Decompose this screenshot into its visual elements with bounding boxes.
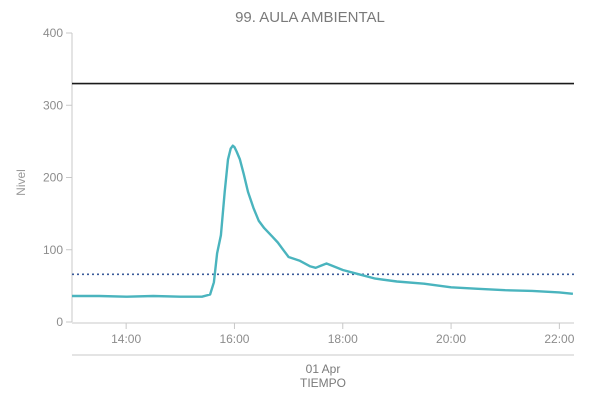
chart-title: 99. AULA AMBIENTAL: [235, 9, 385, 26]
date-label: 01 Apr: [306, 362, 341, 376]
series-group: [72, 144, 574, 298]
reference-lines: [72, 82, 574, 276]
x-tick-label: 20:00: [436, 332, 466, 346]
y-axis: 0 100 200 300 400: [43, 26, 73, 329]
y-tick-label: 400: [43, 26, 63, 40]
x-tick-label: 14:00: [111, 332, 141, 346]
x-axis: 14:00 16:00 18:00 20:00 22:00: [72, 322, 575, 356]
x-tick-label: 18:00: [328, 332, 358, 346]
y-tick-label: 300: [43, 98, 63, 112]
y-tick-label: 0: [56, 315, 63, 329]
x-axis-label: TIEMPO: [300, 376, 346, 390]
y-axis-label: Nivel: [14, 169, 28, 196]
series-line: [72, 144, 574, 298]
y-tick-label: 200: [43, 171, 63, 185]
x-tick-label: 22:00: [544, 332, 574, 346]
y-tick-label: 100: [43, 243, 63, 257]
x-tick-label: 16:00: [219, 332, 249, 346]
